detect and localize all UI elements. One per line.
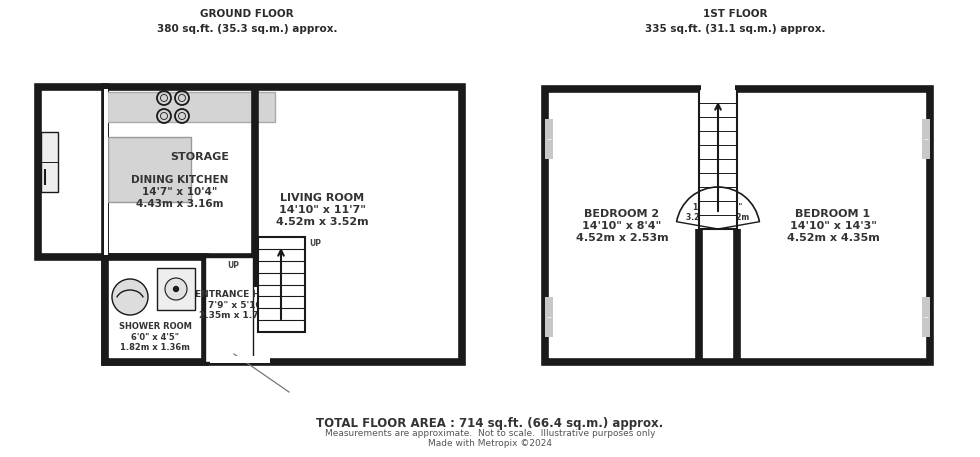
Bar bbox=[545, 89, 930, 362]
Text: Made with Metropix ©2024: Made with Metropix ©2024 bbox=[428, 440, 552, 448]
Text: LIVING ROOM
14'10" x 11'7"
4.52m x 3.52m: LIVING ROOM 14'10" x 11'7" 4.52m x 3.52m bbox=[275, 193, 368, 227]
Bar bbox=[922, 297, 930, 337]
Text: SHOWER ROOM
6'0" x 4'5"
1.82m x 1.36m: SHOWER ROOM 6'0" x 4'5" 1.82m x 1.36m bbox=[119, 322, 191, 352]
Text: UP: UP bbox=[227, 260, 239, 270]
Circle shape bbox=[165, 278, 187, 300]
Bar bbox=[157, 268, 195, 310]
Bar bbox=[105, 87, 462, 362]
Text: STORAGE: STORAGE bbox=[171, 152, 229, 162]
Bar bbox=[105, 257, 205, 362]
Bar bbox=[205, 257, 253, 362]
Text: BEDROOM 2
14'10" x 8'4"
4.52m x 2.53m: BEDROOM 2 14'10" x 8'4" 4.52m x 2.53m bbox=[575, 209, 668, 243]
Bar bbox=[41, 132, 58, 192]
Bar bbox=[258, 237, 305, 332]
Bar bbox=[545, 297, 553, 337]
Text: ENTRANCE HALL
7'9" x 5'10"
2.35m x 1.77m: ENTRANCE HALL 7'9" x 5'10" 2.35m x 1.77m bbox=[195, 290, 278, 320]
Bar bbox=[699, 89, 737, 229]
Bar bbox=[107, 92, 275, 122]
Circle shape bbox=[112, 279, 148, 315]
Text: UP: UP bbox=[309, 239, 321, 248]
Bar bbox=[38, 87, 105, 257]
Text: STAIRS
10'7" x 2'8"
3.23m x 0.82m: STAIRS 10'7" x 2'8" 3.23m x 0.82m bbox=[686, 192, 750, 222]
Bar bbox=[210, 356, 270, 363]
Bar bbox=[545, 119, 553, 159]
Bar bbox=[108, 137, 191, 202]
Text: BEDROOM 1
14'10" x 14'3"
4.52m x 4.35m: BEDROOM 1 14'10" x 14'3" 4.52m x 4.35m bbox=[787, 209, 879, 243]
Text: DINING KITCHEN
14'7" x 10'4"
4.43m x 3.16m: DINING KITCHEN 14'7" x 10'4" 4.43m x 3.1… bbox=[131, 175, 228, 208]
Text: GROUND FLOOR
380 sq.ft. (35.3 sq.m.) approx.: GROUND FLOOR 380 sq.ft. (35.3 sq.m.) app… bbox=[157, 9, 337, 34]
Text: Measurements are approximate.  Not to scale.  Illustrative purposes only: Measurements are approximate. Not to sca… bbox=[324, 430, 656, 439]
Bar bbox=[104, 89, 108, 255]
Bar bbox=[922, 119, 930, 159]
Circle shape bbox=[173, 287, 178, 292]
Bar bbox=[701, 83, 735, 92]
Text: TOTAL FLOOR AREA : 714 sq.ft. (66.4 sq.m.) approx.: TOTAL FLOOR AREA : 714 sq.ft. (66.4 sq.m… bbox=[317, 416, 663, 430]
Text: 1ST FLOOR
335 sq.ft. (31.1 sq.m.) approx.: 1ST FLOOR 335 sq.ft. (31.1 sq.m.) approx… bbox=[645, 9, 825, 34]
